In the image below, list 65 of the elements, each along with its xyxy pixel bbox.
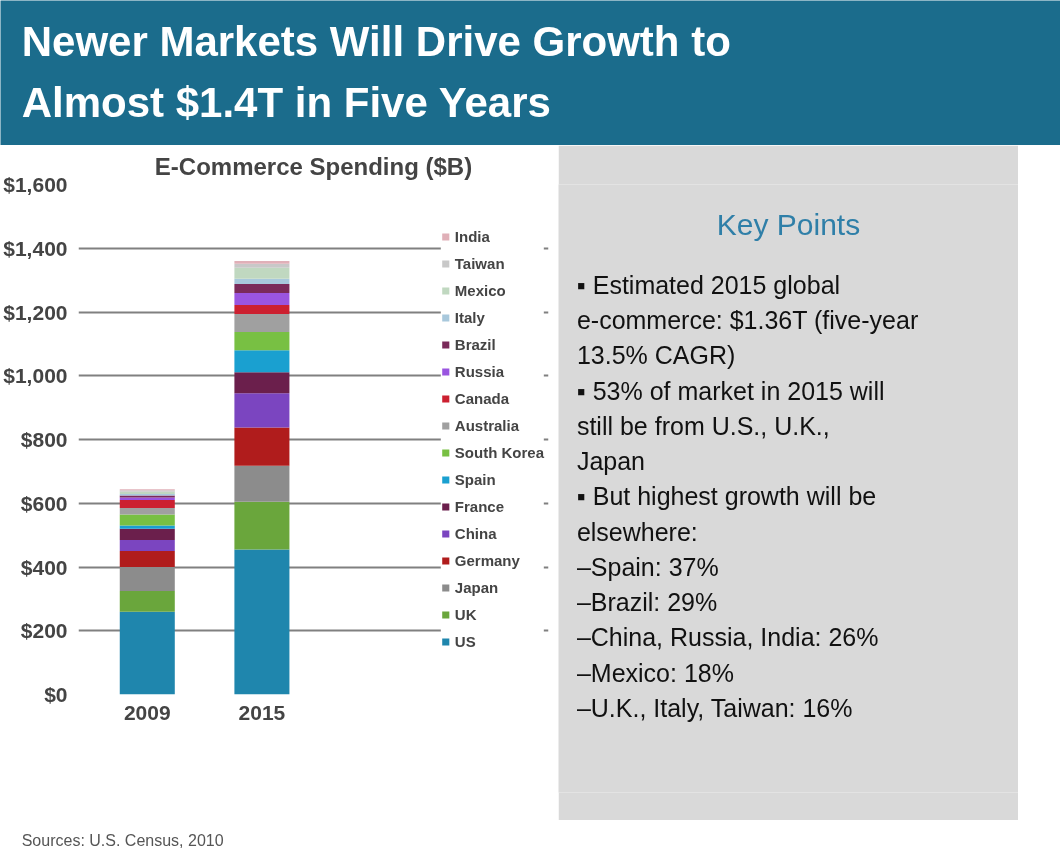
y-tick-label: $1,400: [3, 236, 68, 260]
bar: [119, 525, 175, 529]
legend-label: Russia: [454, 363, 505, 380]
bar: [234, 261, 290, 264]
bar: [119, 551, 175, 567]
x-tick-label: 2015: [238, 700, 286, 724]
y-tick-label: $800: [20, 428, 68, 451]
bar: [119, 611, 175, 695]
bar: [119, 528, 175, 540]
text: –Brazil: 29%: [576, 588, 718, 617]
bar: [119, 539, 175, 552]
legend-label: Taiwan: [454, 255, 505, 272]
bar: [119, 567, 175, 591]
legend-label: Spain: [454, 471, 496, 488]
y-tick-label: $200: [20, 619, 68, 643]
legend-label: Germany: [454, 552, 520, 569]
bar: [234, 283, 290, 293]
y-tick-label: $600: [20, 491, 68, 515]
bar: [234, 313, 290, 333]
bar: [234, 267, 290, 279]
legend-label: France: [454, 498, 505, 515]
bar: [119, 500, 175, 509]
text: –Mexico: 18%: [576, 658, 734, 687]
text: ▪ 53% of market in 2015 will still be from U.S., U.K., Japan: [576, 376, 885, 476]
text: –U.K., Italy, Taiwan: 16%: [576, 693, 853, 722]
chart-subtitle: E-Commerce Spending ($B): [154, 152, 473, 180]
legend-label: South Korea: [454, 444, 544, 461]
legend-label: Brazil: [454, 336, 496, 353]
bar: [119, 590, 175, 612]
source-note: Sources: U.S. Census, 2010: [21, 832, 224, 849]
legend-label: Italy: [454, 309, 485, 326]
bar: [234, 372, 290, 394]
legend-label: Australia: [454, 417, 520, 434]
text: ▪ But highest growth will be elsewhere:: [576, 482, 877, 546]
bar: [234, 278, 290, 284]
legend-label: Canada: [454, 390, 509, 407]
y-tick-label: $400: [20, 555, 68, 579]
bar: [234, 332, 290, 351]
bar: [234, 501, 290, 550]
legend-label: India: [454, 228, 490, 245]
bar: [234, 304, 290, 314]
y-tick-label: $1,000: [3, 364, 68, 388]
text: –China, Russia, India: 26%: [576, 623, 879, 652]
text: –Spain: 37%: [576, 552, 719, 581]
bar: [234, 350, 290, 373]
y-tick-label: $1,200: [3, 300, 68, 324]
x-tick-label: 2009: [123, 700, 171, 724]
legend-label: Japan: [454, 579, 499, 596]
y-tick-label: $1,600: [3, 173, 68, 196]
bar: [234, 263, 290, 268]
bar: [234, 292, 290, 305]
bar: [119, 508, 175, 515]
chart-title: Newer Markets Will Drive Growth to Almost $1.4T in Five Years: [21, 17, 731, 126]
bar: [234, 393, 290, 428]
y-tick-label: $0: [44, 683, 68, 706]
text: Key Points: [716, 207, 861, 241]
legend-label: Mexico: [454, 282, 506, 299]
bar: [234, 427, 290, 466]
bar: [234, 549, 290, 695]
legend-label: UK: [454, 606, 477, 623]
legend-label: US: [454, 633, 476, 650]
bar: [234, 465, 290, 502]
legend-label: China: [454, 525, 497, 542]
text: ▪ Estimated 2015 global e-commerce: $1.36T (five-year 13.5% CAGR): [576, 270, 919, 370]
bar: [119, 514, 175, 526]
